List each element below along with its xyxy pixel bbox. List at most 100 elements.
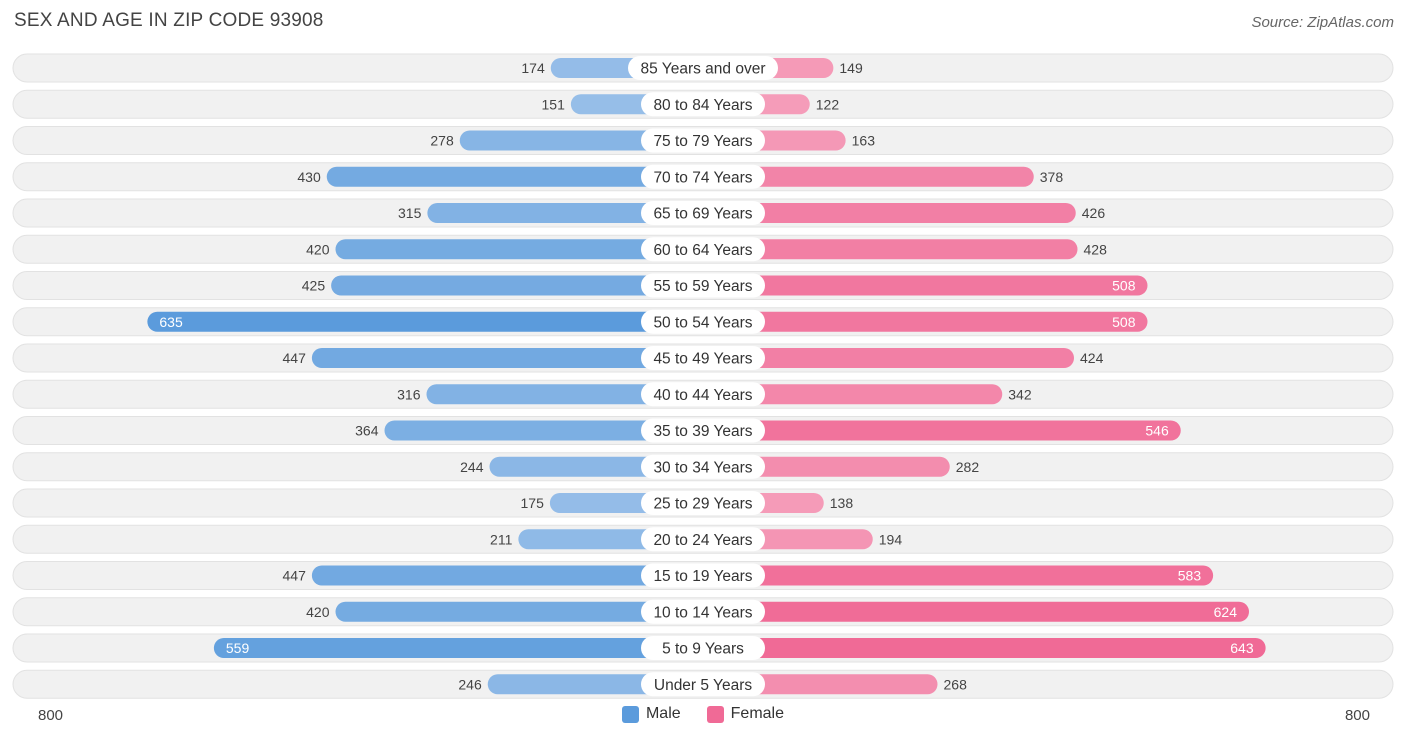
category-label: Under 5 Years xyxy=(654,677,752,694)
value-label-female: 149 xyxy=(839,60,863,76)
category-label: 35 to 39 Years xyxy=(653,423,752,440)
chart-title: SEX AND AGE IN ZIP CODE 93908 xyxy=(14,10,324,31)
chart-row: 211 194 20 to 24 Years xyxy=(12,524,1394,554)
value-label-male: 151 xyxy=(542,96,566,112)
category-pill xyxy=(641,527,765,552)
bar-female xyxy=(703,601,1249,622)
category-label: 75 to 79 Years xyxy=(653,133,752,150)
category-pill xyxy=(641,672,765,697)
chart-row: 447 583 15 to 19 Years xyxy=(12,561,1394,590)
value-label-male: 278 xyxy=(430,133,454,149)
bar-male xyxy=(326,166,703,187)
category-pill xyxy=(641,201,765,225)
bar-male xyxy=(335,601,703,622)
category-pill xyxy=(641,346,765,370)
bar-female xyxy=(703,239,1078,260)
chart-row: 559 643 5 to 9 Years xyxy=(12,633,1394,663)
category-pill xyxy=(641,636,765,660)
value-label-male: 420 xyxy=(306,241,330,257)
value-label-male: 420 xyxy=(306,604,330,620)
value-label-female: 583 xyxy=(1178,568,1202,584)
bar-female xyxy=(703,203,1076,223)
value-label-female: 508 xyxy=(1112,278,1136,294)
chart-row: 246 268 Under 5 Years xyxy=(12,669,1394,699)
chart-row: 315 426 65 to 69 Years xyxy=(12,198,1394,228)
category-pill xyxy=(641,382,765,407)
category-label: 55 to 59 Years xyxy=(653,278,752,295)
value-label-male: 559 xyxy=(226,640,250,656)
value-label-female: 268 xyxy=(944,676,968,692)
category-label: 25 to 29 Years xyxy=(653,496,752,513)
category-label: 70 to 74 Years xyxy=(653,169,752,186)
category-label: 60 to 64 Years xyxy=(653,242,752,259)
legend-label-female: Female xyxy=(730,705,785,722)
category-pill xyxy=(641,273,765,298)
bar-female xyxy=(703,565,1214,586)
chart-row: 151 122 80 to 84 Years xyxy=(12,89,1394,119)
axis-label-right: 800 xyxy=(1344,707,1370,724)
bar-male xyxy=(213,638,703,658)
category-label: 30 to 34 Years xyxy=(653,459,752,476)
value-label-male: 430 xyxy=(297,169,321,185)
bar-male xyxy=(384,420,703,441)
category-pill xyxy=(641,237,765,262)
chart-row: 635 508 50 to 54 Years xyxy=(12,307,1394,337)
category-label: 15 to 19 Years xyxy=(653,568,752,585)
source-note: Source: ZipAtlas.com xyxy=(1251,14,1394,31)
category-label: 85 Years and over xyxy=(641,61,766,78)
bar-male xyxy=(311,348,703,368)
chart-row: 316 342 40 to 44 Years xyxy=(12,379,1394,409)
value-label-female: 138 xyxy=(830,495,854,511)
chart-row: 430 378 70 to 74 Years xyxy=(12,162,1394,192)
value-label-male: 364 xyxy=(355,423,379,439)
legend: Male Female xyxy=(0,705,1406,723)
legend-item-female: Female xyxy=(706,705,785,723)
value-label-male: 175 xyxy=(521,495,545,511)
value-label-female: 428 xyxy=(1084,241,1108,257)
chart-row: 364 546 35 to 39 Years xyxy=(12,416,1394,445)
value-label-female: 342 xyxy=(1008,386,1032,402)
value-label-male: 635 xyxy=(159,314,183,330)
value-label-female: 624 xyxy=(1214,604,1238,620)
value-label-male: 447 xyxy=(283,350,307,366)
value-label-male: 246 xyxy=(458,676,482,692)
bar-male xyxy=(147,311,703,332)
chart-row: 244 282 30 to 34 Years xyxy=(12,452,1394,482)
category-pill xyxy=(641,454,765,479)
chart-row: 278 163 75 to 79 Years xyxy=(12,126,1394,155)
legend-label-male: Male xyxy=(645,705,681,722)
legend-item-male: Male xyxy=(621,705,681,723)
bar-male xyxy=(427,203,703,223)
bar-female xyxy=(703,275,1148,296)
bar-female xyxy=(703,384,1003,405)
legend-swatch-female xyxy=(706,705,724,723)
chart-row: 425 508 55 to 59 Years xyxy=(12,271,1394,300)
category-pill xyxy=(641,164,765,189)
category-label: 10 to 14 Years xyxy=(653,604,752,621)
bar-female xyxy=(703,638,1266,658)
chart-row: 420 624 10 to 14 Years xyxy=(12,597,1394,627)
category-pill xyxy=(641,599,765,624)
category-label: 65 to 69 Years xyxy=(653,206,752,223)
bar-female xyxy=(703,456,950,477)
bar-male xyxy=(311,565,703,586)
category-pill xyxy=(628,56,778,80)
value-label-male: 316 xyxy=(397,386,421,402)
value-label-female: 122 xyxy=(816,96,840,112)
category-label: 50 to 54 Years xyxy=(653,314,752,331)
value-label-female: 424 xyxy=(1080,350,1104,366)
category-pill xyxy=(641,491,765,515)
axis-label-left: 800 xyxy=(38,707,64,724)
value-label-female: 282 xyxy=(956,459,980,475)
value-label-male: 425 xyxy=(302,278,326,294)
category-pill xyxy=(641,563,765,588)
value-label-female: 163 xyxy=(852,133,876,149)
category-label: 80 to 84 Years xyxy=(653,97,752,114)
legend-swatch-male xyxy=(621,705,639,723)
value-label-female: 546 xyxy=(1145,423,1169,439)
chart-row: 175 138 25 to 29 Years xyxy=(12,488,1394,518)
value-label-male: 174 xyxy=(521,60,545,76)
chart-row: 420 428 60 to 64 Years xyxy=(12,234,1394,264)
category-pill xyxy=(641,418,765,443)
category-pill xyxy=(641,92,765,117)
